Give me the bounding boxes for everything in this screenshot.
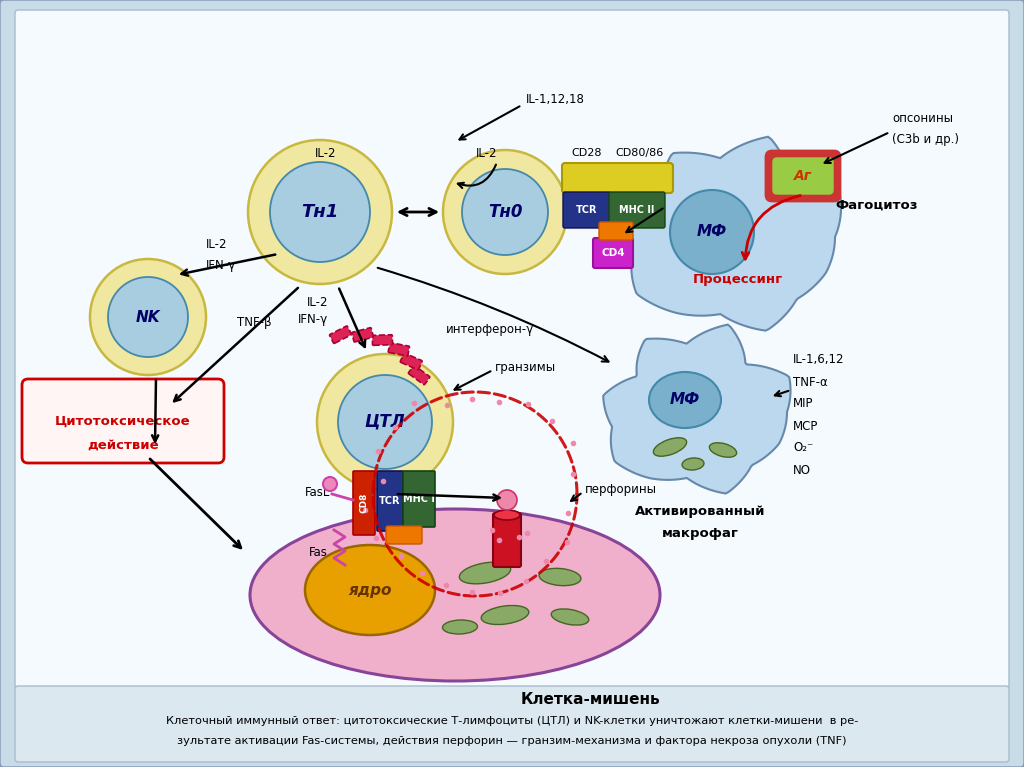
Text: МНС I: МНС I [403,494,435,504]
Ellipse shape [653,438,687,456]
Text: Фагоцитоз: Фагоцитоз [835,199,918,212]
Text: МФ: МФ [670,393,700,407]
Circle shape [108,277,188,357]
Circle shape [338,375,432,469]
Text: гранзимы: гранзимы [495,360,556,374]
Text: CD80/86: CD80/86 [615,148,665,158]
Circle shape [270,162,370,262]
Circle shape [323,477,337,491]
Text: Процессинг: Процессинг [693,272,783,285]
Text: Цитотоксическое: Цитотоксическое [55,414,190,427]
FancyBboxPatch shape [353,471,375,535]
Ellipse shape [551,609,589,625]
Text: Клеточный иммунный ответ: цитотоксические Т-лимфоциты (ЦТЛ) и NK-клетки уничтожа: Клеточный иммунный ответ: цитотоксически… [166,716,858,726]
Text: NK: NK [136,310,161,324]
Text: Тн1: Тн1 [301,203,339,221]
FancyBboxPatch shape [388,343,410,356]
Text: CD4: CD4 [601,248,625,258]
FancyBboxPatch shape [400,353,422,370]
FancyBboxPatch shape [377,471,403,531]
Polygon shape [623,137,841,331]
Text: интерферон-γ: интерферон-γ [445,322,535,335]
Text: Активированный: Активированный [635,505,765,518]
FancyBboxPatch shape [593,238,633,268]
Ellipse shape [539,568,581,586]
Text: TNF-β: TNF-β [238,315,272,328]
Text: MIP: MIP [793,397,813,410]
Text: Fas: Fas [309,545,328,558]
FancyBboxPatch shape [409,366,430,385]
Ellipse shape [305,545,435,635]
Ellipse shape [649,372,721,428]
Text: Клетка-мишень: Клетка-мишень [520,693,659,707]
FancyBboxPatch shape [562,163,673,193]
Ellipse shape [250,509,660,681]
Text: МФ: МФ [697,225,727,239]
Text: MCP: MCP [793,420,818,433]
FancyBboxPatch shape [15,686,1009,762]
Text: ЦТЛ: ЦТЛ [365,413,406,431]
FancyBboxPatch shape [563,192,611,228]
Text: ядро: ядро [348,582,392,597]
FancyBboxPatch shape [22,379,224,463]
Circle shape [248,140,392,284]
FancyBboxPatch shape [386,526,422,544]
Text: IL-2: IL-2 [476,147,498,160]
Circle shape [443,150,567,274]
Text: зультате активации Fas-системы, действия перфорин — гранзим-механизма и фактора : зультате активации Fas-системы, действия… [177,736,847,746]
Text: TCR: TCR [577,205,598,215]
Ellipse shape [442,620,477,634]
Text: IL-2: IL-2 [315,147,337,160]
FancyBboxPatch shape [599,222,633,240]
FancyBboxPatch shape [773,158,833,194]
Ellipse shape [682,458,703,470]
Text: CD8: CD8 [359,493,369,513]
Text: TNF-α: TNF-α [793,376,827,389]
Text: макрофаг: макрофаг [662,528,738,541]
Text: IFN-γ: IFN-γ [206,258,237,272]
Text: IL-2: IL-2 [306,295,328,308]
Text: МНС II: МНС II [620,205,654,215]
Text: IL-2: IL-2 [206,239,227,252]
FancyBboxPatch shape [766,151,840,201]
FancyBboxPatch shape [15,10,1009,688]
Circle shape [317,354,453,490]
Circle shape [462,169,548,255]
Ellipse shape [710,443,736,457]
Text: IFN-γ: IFN-γ [298,314,328,327]
FancyBboxPatch shape [493,513,521,567]
Text: IL-1,12,18: IL-1,12,18 [525,93,585,106]
FancyBboxPatch shape [330,326,351,344]
FancyBboxPatch shape [352,328,374,342]
Text: перфорины: перфорины [585,482,657,495]
FancyBboxPatch shape [609,192,665,228]
Text: NO: NO [793,463,811,476]
Ellipse shape [460,562,511,584]
Text: TCR: TCR [379,496,400,506]
Circle shape [90,259,206,375]
Polygon shape [603,324,791,493]
Text: Тн0: Тн0 [487,203,522,221]
Text: (С3b и др.): (С3b и др.) [892,133,959,146]
Text: Аг: Аг [794,169,812,183]
Text: IL-1,6,12: IL-1,6,12 [793,354,845,367]
Ellipse shape [481,605,528,624]
FancyBboxPatch shape [373,334,392,345]
Ellipse shape [494,510,520,520]
Text: O₂⁻: O₂⁻ [793,442,813,455]
Circle shape [670,190,754,274]
Text: CD28: CD28 [571,148,602,158]
Text: FasL: FasL [304,486,330,499]
Text: опсонины: опсонины [892,113,953,126]
Text: действие: действие [87,439,159,452]
FancyBboxPatch shape [403,471,435,527]
Circle shape [497,490,517,510]
